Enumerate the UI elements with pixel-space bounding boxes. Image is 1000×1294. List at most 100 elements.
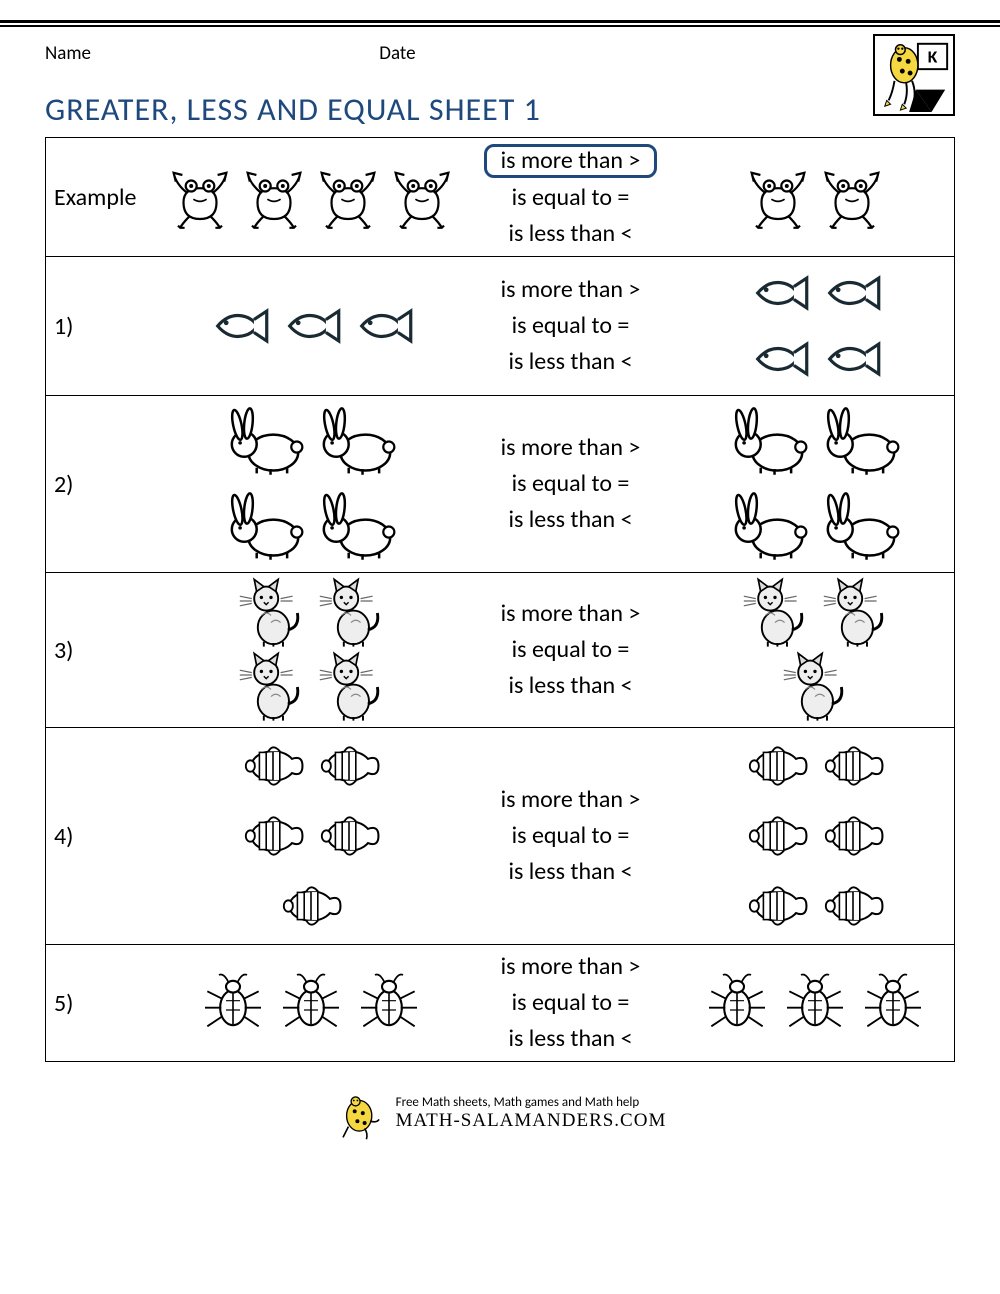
rabbit-icon [220, 485, 310, 568]
option-more[interactable]: is more than > [474, 596, 668, 632]
frog-icon [816, 164, 888, 230]
option-less[interactable]: is less than < [474, 216, 668, 252]
right-group [676, 396, 955, 573]
right-group [676, 945, 955, 1062]
left-group [156, 945, 466, 1062]
cat-icon [232, 577, 310, 649]
beetle-icon [855, 968, 931, 1038]
frog-icon [164, 164, 236, 230]
beetle-icon [699, 968, 775, 1038]
row-label: 2) [46, 396, 156, 573]
options-cell: is more than >is equal to =is less than … [466, 728, 676, 945]
clownfish-icon [312, 802, 386, 870]
option-less[interactable]: is less than < [474, 502, 668, 538]
option-more[interactable]: is more than > [484, 144, 658, 178]
clownfish-icon [236, 802, 310, 870]
option-less[interactable]: is less than < [474, 668, 668, 704]
right-group [676, 138, 955, 257]
clownfish-icon [740, 872, 814, 940]
cat-icon [312, 577, 390, 649]
frog-icon [386, 164, 458, 230]
beetle-icon [777, 968, 853, 1038]
left-group [156, 573, 466, 728]
rabbit-icon [724, 485, 814, 568]
option-less[interactable]: is less than < [474, 1021, 668, 1057]
grade-logo: K [873, 34, 955, 116]
fish-icon [816, 327, 886, 391]
worksheet-page: K Name Date GREATER, LESS AND EQUAL SHEE… [0, 42, 1000, 1166]
frog-icon [742, 164, 814, 230]
name-label: Name [45, 42, 375, 65]
frog-icon [312, 164, 384, 230]
fish-icon [348, 294, 418, 358]
clownfish-icon [816, 872, 890, 940]
beetle-icon [195, 968, 271, 1038]
top-rule [0, 20, 1000, 27]
rabbit-icon [816, 400, 906, 483]
options-cell: is more than >is equal to =is less than … [466, 396, 676, 573]
cat-icon [816, 577, 894, 649]
fish-icon [276, 294, 346, 358]
clownfish-icon [816, 732, 890, 800]
right-group [676, 257, 955, 396]
option-equal[interactable]: is equal to = [474, 308, 668, 344]
fish-icon [744, 261, 814, 325]
option-equal[interactable]: is equal to = [474, 632, 668, 668]
clownfish-icon [816, 802, 890, 870]
rabbit-icon [312, 400, 402, 483]
problem-row: 2) is more than >is equal to =is less tha… [46, 396, 955, 573]
fish-icon [204, 294, 274, 358]
problem-row: 1) is more than >is equal to =is less tha… [46, 257, 955, 396]
option-less[interactable]: is less than < [474, 344, 668, 380]
salamander-icon [334, 1087, 388, 1141]
option-more[interactable]: is more than > [474, 949, 668, 985]
cat-icon [312, 651, 390, 723]
footer-brand: MATH-SALAMANDERS.COM [396, 1110, 667, 1133]
row-label: 5) [46, 945, 156, 1062]
problem-row: Example is more than >is equal to =is les… [46, 138, 955, 257]
clownfish-icon [740, 732, 814, 800]
beetle-icon [351, 968, 427, 1038]
problems-table: Exampleis more than >is equal to =is les… [45, 137, 955, 1062]
grade-letter: K [928, 45, 938, 67]
option-less[interactable]: is less than < [474, 854, 668, 890]
left-group [156, 396, 466, 573]
option-equal[interactable]: is equal to = [474, 985, 668, 1021]
rabbit-icon [312, 485, 402, 568]
header-line: K Name Date [45, 42, 955, 65]
clownfish-icon [740, 802, 814, 870]
options-cell: is more than >is equal to =is less than … [466, 257, 676, 396]
option-equal[interactable]: is equal to = [474, 818, 668, 854]
row-label: 1) [46, 257, 156, 396]
worksheet-title: GREATER, LESS AND EQUAL SHEET 1 [45, 90, 955, 129]
row-label: Example [46, 138, 156, 257]
options-cell: is more than >is equal to =is less than … [466, 573, 676, 728]
fish-icon [744, 327, 814, 391]
options-cell: is more than >is equal to =is less than … [466, 945, 676, 1062]
option-more[interactable]: is more than > [474, 782, 668, 818]
option-equal[interactable]: is equal to = [474, 180, 668, 216]
option-equal[interactable]: is equal to = [474, 466, 668, 502]
problem-row: 3) is more than >is equal to =is less tha… [46, 573, 955, 728]
left-group [156, 257, 466, 396]
footer: Free Math sheets, Math games and Math he… [45, 1087, 955, 1166]
row-label: 3) [46, 573, 156, 728]
problem-row: 4) is more than >is equal to =is less tha… [46, 728, 955, 945]
clownfish-icon [274, 872, 348, 940]
clownfish-icon [312, 732, 386, 800]
option-more[interactable]: is more than > [474, 272, 668, 308]
fish-icon [816, 261, 886, 325]
rabbit-icon [220, 400, 310, 483]
footer-tagline: Free Math sheets, Math games and Math he… [396, 1095, 667, 1111]
option-more[interactable]: is more than > [474, 430, 668, 466]
options-cell: is more than >is equal to =is less than … [466, 138, 676, 257]
date-label: Date [379, 42, 415, 65]
left-group [156, 138, 466, 257]
right-group [676, 728, 955, 945]
clownfish-icon [236, 732, 310, 800]
row-label: 4) [46, 728, 156, 945]
rabbit-icon [724, 400, 814, 483]
cat-icon [232, 651, 310, 723]
cat-icon [736, 577, 814, 649]
left-group [156, 728, 466, 945]
